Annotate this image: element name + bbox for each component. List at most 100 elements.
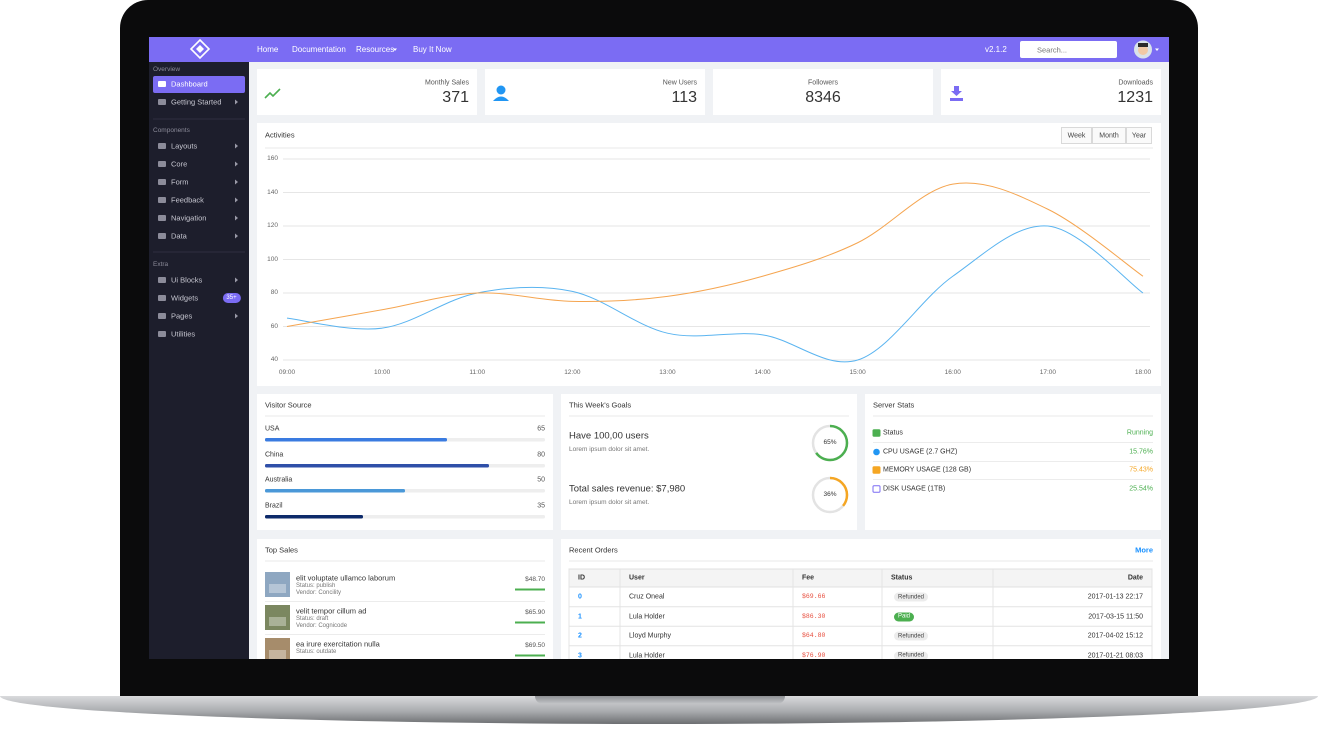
order-status: Refunded — [894, 651, 929, 659]
nav-link[interactable]: Buy It Now — [413, 44, 452, 54]
stat-label: New Users — [662, 79, 697, 87]
sidebar-item[interactable]: Utilities — [171, 329, 196, 339]
range-button[interactable] — [1092, 127, 1126, 144]
x-tick-label: 14:00 — [754, 368, 771, 376]
column-header: User — [629, 574, 645, 582]
x-tick-label: 15:00 — [849, 368, 866, 376]
server-value: 15.76% — [1129, 448, 1153, 456]
nav-link[interactable]: Home — [257, 44, 279, 54]
visitor-value: 50 — [537, 476, 545, 484]
goal-description: Lorem ipsum dolor sit amet. — [569, 498, 650, 506]
product-price: $65.90 — [525, 608, 545, 616]
more-link[interactable]: More — [1135, 545, 1153, 555]
laptop-notch — [535, 696, 785, 704]
product-status: Status: draft — [296, 616, 329, 622]
screen: Home Documentation Resources Buy It Now v2.1… — [149, 37, 1169, 659]
column-header: Date — [1127, 574, 1143, 582]
sidebar-item[interactable]: Pages — [171, 311, 193, 321]
goal-description: Lorem ipsum dolor sit amet. — [569, 445, 650, 453]
sidebar-item[interactable]: Data — [171, 231, 187, 241]
sidebar-item[interactable]: Widgets — [171, 293, 199, 303]
x-tick-label: 13:00 — [659, 368, 676, 376]
sidebar-item[interactable]: Core — [171, 159, 188, 169]
sidebar-item[interactable]: Getting Started — [171, 97, 222, 107]
visitor-value: 65 — [537, 425, 545, 433]
card-title: Activities — [265, 130, 295, 140]
stat-value: 113 — [671, 89, 697, 106]
order-id[interactable]: 1 — [578, 613, 582, 620]
order-fee: $76.90 — [802, 651, 826, 659]
panel-card — [257, 394, 553, 530]
range-button[interactable] — [1061, 127, 1092, 144]
search-box[interactable] — [1020, 41, 1117, 58]
product-name: elit voluptate ullamco laborum — [296, 573, 396, 583]
server-value: Running — [1126, 429, 1153, 437]
order-user: Lula Holder — [629, 652, 665, 659]
search-placeholder: Search... — [1037, 44, 1068, 54]
product-price: $69.50 — [525, 641, 545, 649]
goal-percent: 65% — [823, 438, 837, 446]
sidebar-item[interactable]: Feedback — [171, 195, 204, 205]
card-title: Top Sales — [265, 545, 298, 555]
card-title: This Week's Goals — [569, 400, 632, 410]
panel-card — [561, 394, 857, 530]
x-tick-label: 09:00 — [278, 368, 296, 376]
nav-link[interactable]: Documentation — [292, 44, 346, 54]
order-fee: $69.66 — [802, 592, 826, 600]
recent-orders-card — [561, 539, 1161, 659]
order-status: Refunded — [894, 592, 929, 602]
stat-value: 8346 — [805, 89, 841, 106]
product-price: $48.70 — [525, 575, 545, 583]
sidebar-active — [153, 75, 245, 93]
order-user: Cruz Oneal — [629, 593, 665, 601]
column-header: ID — [578, 574, 585, 582]
product-status: Status: publish — [296, 583, 336, 589]
stat-card — [941, 69, 1161, 115]
sidebar-section: Extra — [153, 260, 169, 268]
panel-card — [865, 394, 1161, 530]
sidebar-badge: 35+ — [222, 293, 241, 303]
x-tick-label: 12:00 — [564, 368, 581, 376]
x-tick-label: 10:00 — [373, 368, 391, 376]
sidebar-item[interactable]: Ui Blocks — [171, 275, 203, 285]
y-tick-label: 100 — [267, 255, 278, 263]
order-id[interactable]: 3 — [578, 652, 582, 659]
order-date: 2017-03-15 11:50 — [1088, 613, 1143, 620]
server-value: 25.54% — [1129, 485, 1153, 493]
product-status: Status: outdate — [296, 649, 337, 655]
x-tick-label: 16:00 — [944, 368, 961, 376]
column-header: Fee — [802, 574, 815, 582]
product-vendor: Vendor: Concility — [296, 590, 342, 596]
sidebar-section: Components — [153, 126, 190, 134]
stat-label: Followers — [808, 79, 838, 87]
sidebar-item[interactable]: Dashboard — [171, 79, 208, 89]
sidebar — [149, 62, 249, 659]
goal-title: Total sales revenue: $7,980 — [569, 483, 686, 495]
nav-link[interactable]: Resources — [356, 44, 395, 54]
order-date: 2017-01-13 22:17 — [1087, 593, 1143, 601]
top-sales-card — [257, 539, 553, 659]
visitor-label: Brazil — [265, 502, 283, 510]
x-tick-label: 11:00 — [469, 368, 486, 376]
sidebar-item[interactable]: Form — [171, 177, 189, 187]
y-tick-label: 80 — [270, 288, 278, 296]
visitor-value: 35 — [537, 502, 545, 510]
column-header: Status — [891, 574, 913, 582]
y-tick-label: 120 — [267, 221, 278, 229]
range-button-label[interactable]: Week — [1067, 132, 1086, 139]
order-status: Paid — [894, 612, 915, 621]
sidebar-item[interactable]: Layouts — [171, 141, 198, 151]
range-button-label[interactable]: Year — [1131, 132, 1147, 139]
y-tick-label: 60 — [270, 322, 278, 330]
server-label: Status — [883, 429, 903, 437]
sidebar-item[interactable]: Navigation — [171, 213, 207, 223]
order-fee: $86.30 — [802, 612, 826, 620]
order-user: Lula Holder — [629, 613, 665, 620]
range-button-label[interactable]: Month — [1099, 132, 1119, 139]
goal-percent: 36% — [823, 490, 837, 498]
visitor-label: Australia — [265, 476, 293, 484]
order-id[interactable]: 2 — [578, 632, 582, 640]
order-id[interactable]: 0 — [578, 593, 582, 601]
range-button[interactable] — [1126, 127, 1152, 144]
